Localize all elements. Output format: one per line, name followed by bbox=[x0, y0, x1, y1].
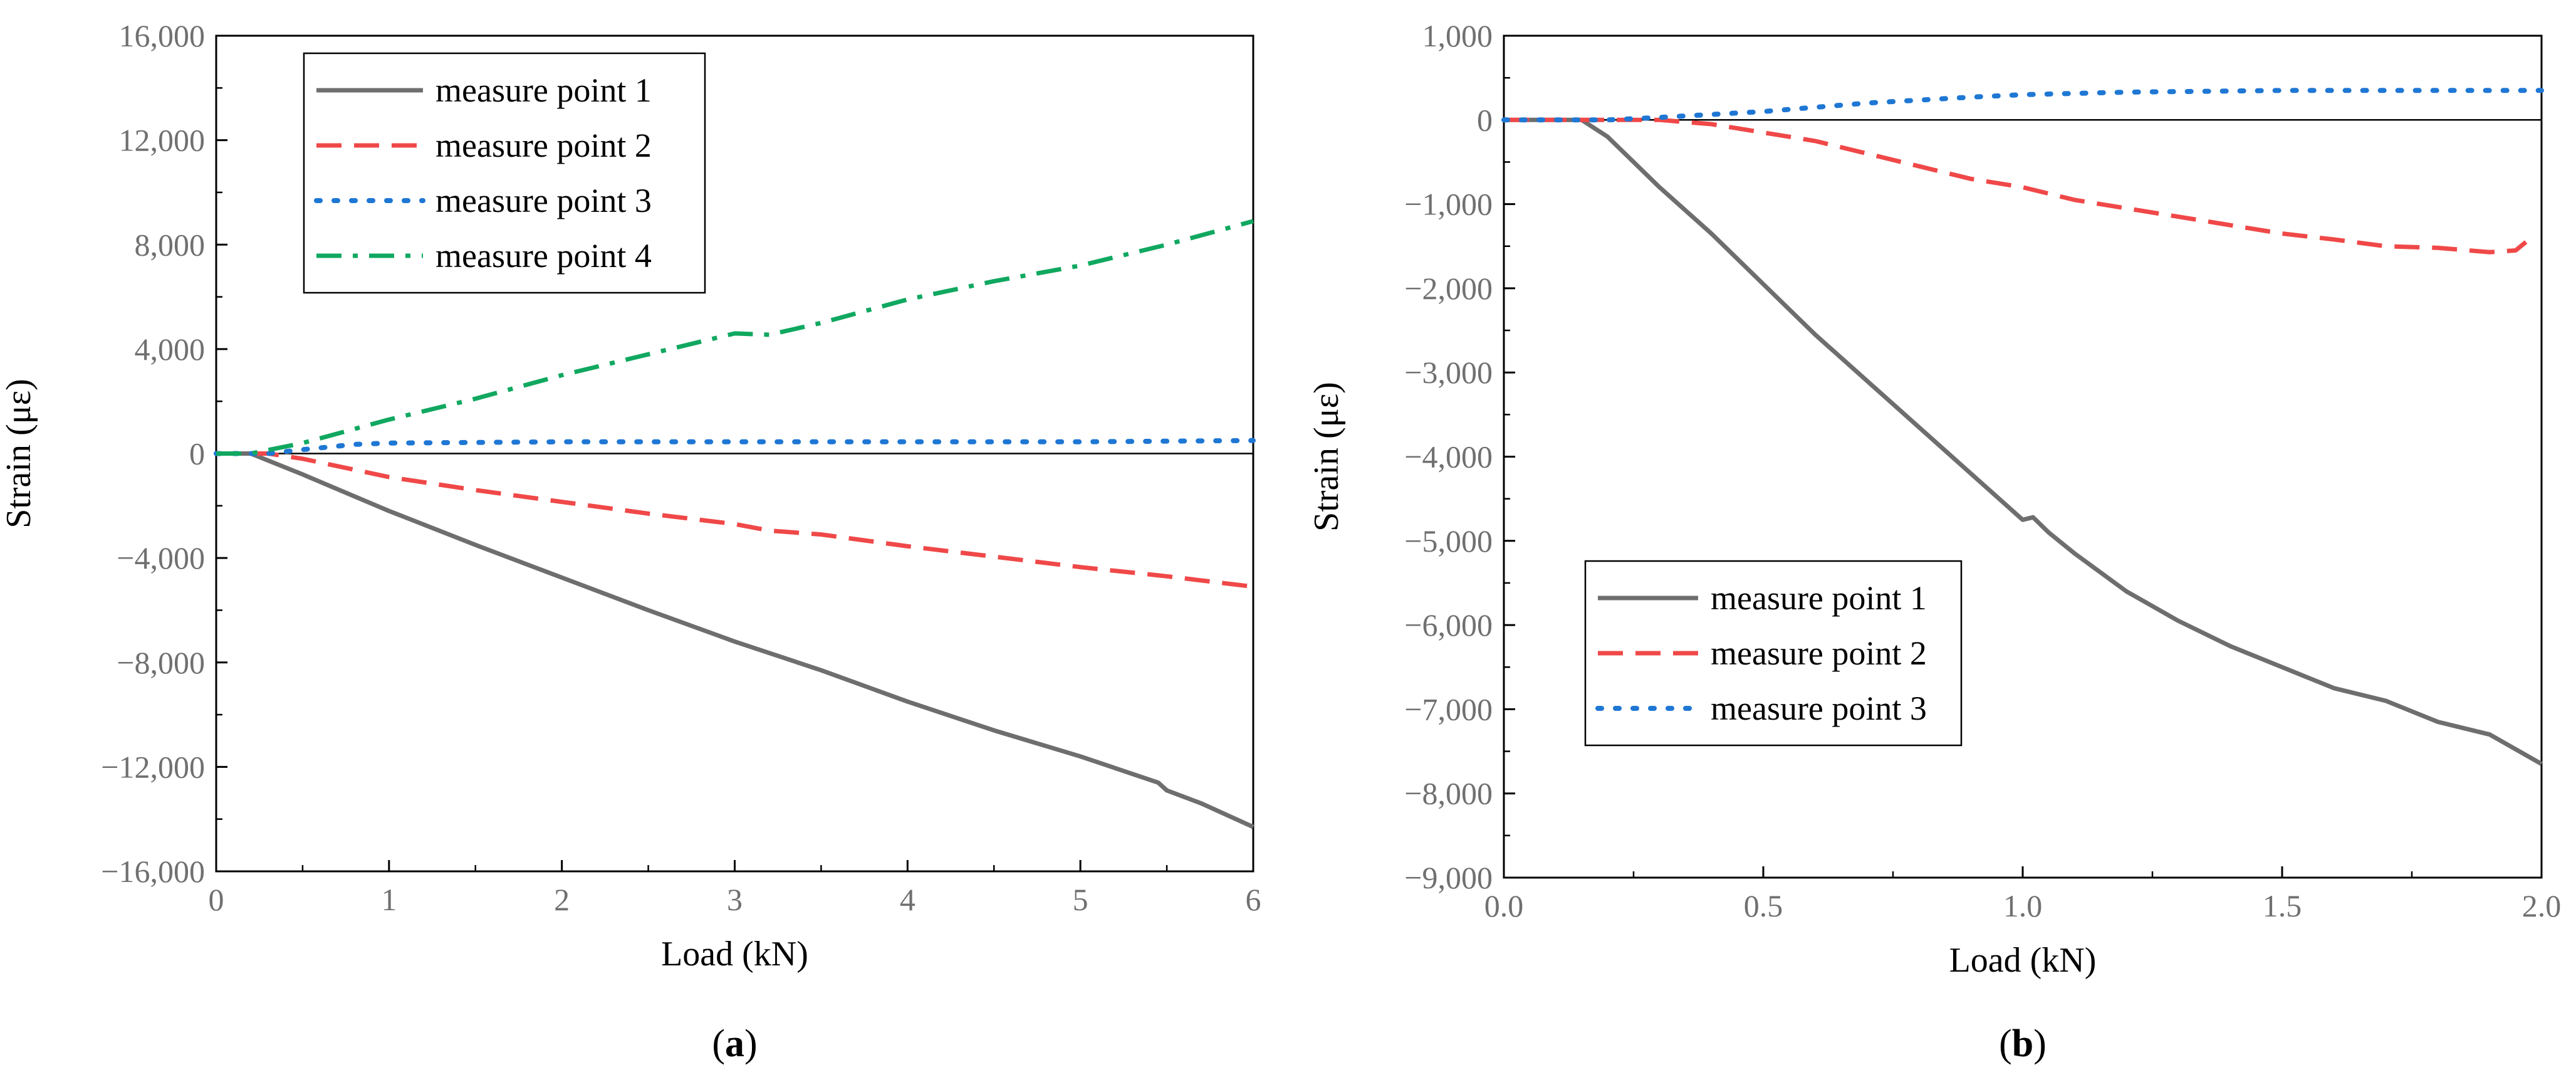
x-axis-title: Load (kN) bbox=[1949, 941, 2097, 980]
y-tick-label: −8,000 bbox=[1404, 776, 1493, 811]
legend-label-2: measure point 2 bbox=[435, 127, 652, 164]
y-tick-label: −8,000 bbox=[117, 645, 205, 680]
series-line-4 bbox=[216, 219, 1254, 456]
series-line-3 bbox=[1501, 88, 2544, 123]
legend-label-4: measure point 4 bbox=[435, 237, 652, 275]
y-tick-label: −4,000 bbox=[117, 540, 205, 575]
y-tick-label: −3,000 bbox=[1404, 355, 1493, 390]
chart-panel-b: 0.0 0.5 1.0 1.5 2.0 −9,000 −8,000 −7,000 −6,000 −… bbox=[1307, 18, 2561, 1065]
x-tick-label: 1 bbox=[381, 882, 397, 917]
x-tick-label: 1.5 bbox=[2263, 888, 2302, 923]
x-axis-title: Load (kN) bbox=[661, 935, 808, 974]
y-tick-label: 16,000 bbox=[119, 18, 206, 53]
y-tick-label: −12,000 bbox=[101, 749, 205, 784]
legend: measure point 1 measure point 2 measure po… bbox=[303, 52, 706, 294]
panel-label: (a) bbox=[712, 1022, 757, 1065]
y-tick-label: 0 bbox=[1477, 102, 1493, 137]
y-tick-label: 4,000 bbox=[135, 332, 206, 367]
y-tick-label: −4,000 bbox=[1404, 439, 1493, 475]
legend-label-1: measure point 1 bbox=[435, 71, 652, 109]
y-tick-label: 0 bbox=[189, 436, 205, 471]
x-tick-label: 5 bbox=[1073, 882, 1088, 917]
x-tick-label: 2.0 bbox=[2522, 888, 2562, 923]
plot-frame bbox=[1503, 34, 2543, 879]
y-tick-label: −7,000 bbox=[1404, 691, 1493, 727]
legend-box bbox=[303, 52, 706, 294]
x-tick-label: 3 bbox=[727, 882, 743, 917]
x-tick-label: 4 bbox=[900, 882, 915, 917]
y-tick-label: −6,000 bbox=[1404, 607, 1493, 643]
legend: measure point 1 measure point 2 measure po… bbox=[1584, 560, 1963, 747]
y-tick-label: 1,000 bbox=[1422, 18, 1493, 53]
y-tick-label: −1,000 bbox=[1404, 187, 1493, 222]
x-tick-label: 0 bbox=[209, 882, 224, 917]
series-line-2 bbox=[1504, 117, 2528, 255]
y-tick-label: −2,000 bbox=[1404, 271, 1493, 306]
x-tick-label: 0.0 bbox=[1484, 888, 1524, 923]
chart-panel-a: 0 1 2 3 4 5 6 −16,000 −12,000 −8,000 −4,000 0 4,000 8… bbox=[0, 18, 1261, 1065]
series-line-2 bbox=[216, 451, 1254, 589]
y-axis-title: Strain (με) bbox=[0, 379, 38, 528]
y-tick-label: 12,000 bbox=[119, 123, 206, 158]
x-tick-label: 0.5 bbox=[1744, 888, 1783, 923]
y-tick-label: 8,000 bbox=[135, 227, 206, 262]
legend-label-3: measure point 3 bbox=[435, 182, 652, 219]
panel-label: (b) bbox=[1999, 1022, 2047, 1065]
legend-label-1: measure point 1 bbox=[1711, 579, 1927, 617]
y-tick-label: −9,000 bbox=[1404, 860, 1493, 895]
x-tick-label: 2 bbox=[554, 882, 570, 917]
series-line-3 bbox=[214, 438, 1256, 456]
series-line-1 bbox=[1504, 117, 2543, 766]
x-tick-label: 1.0 bbox=[2003, 888, 2043, 923]
series-line-1 bbox=[216, 451, 1254, 829]
legend-label-3: measure point 3 bbox=[1711, 690, 1927, 727]
legend-label-2: measure point 2 bbox=[1711, 634, 1927, 672]
y-tick-label: −16,000 bbox=[101, 854, 205, 889]
y-tick-label: −5,000 bbox=[1404, 523, 1493, 559]
x-tick-label: 6 bbox=[1246, 882, 1261, 917]
y-axis-title: Strain (με) bbox=[1307, 382, 1346, 532]
